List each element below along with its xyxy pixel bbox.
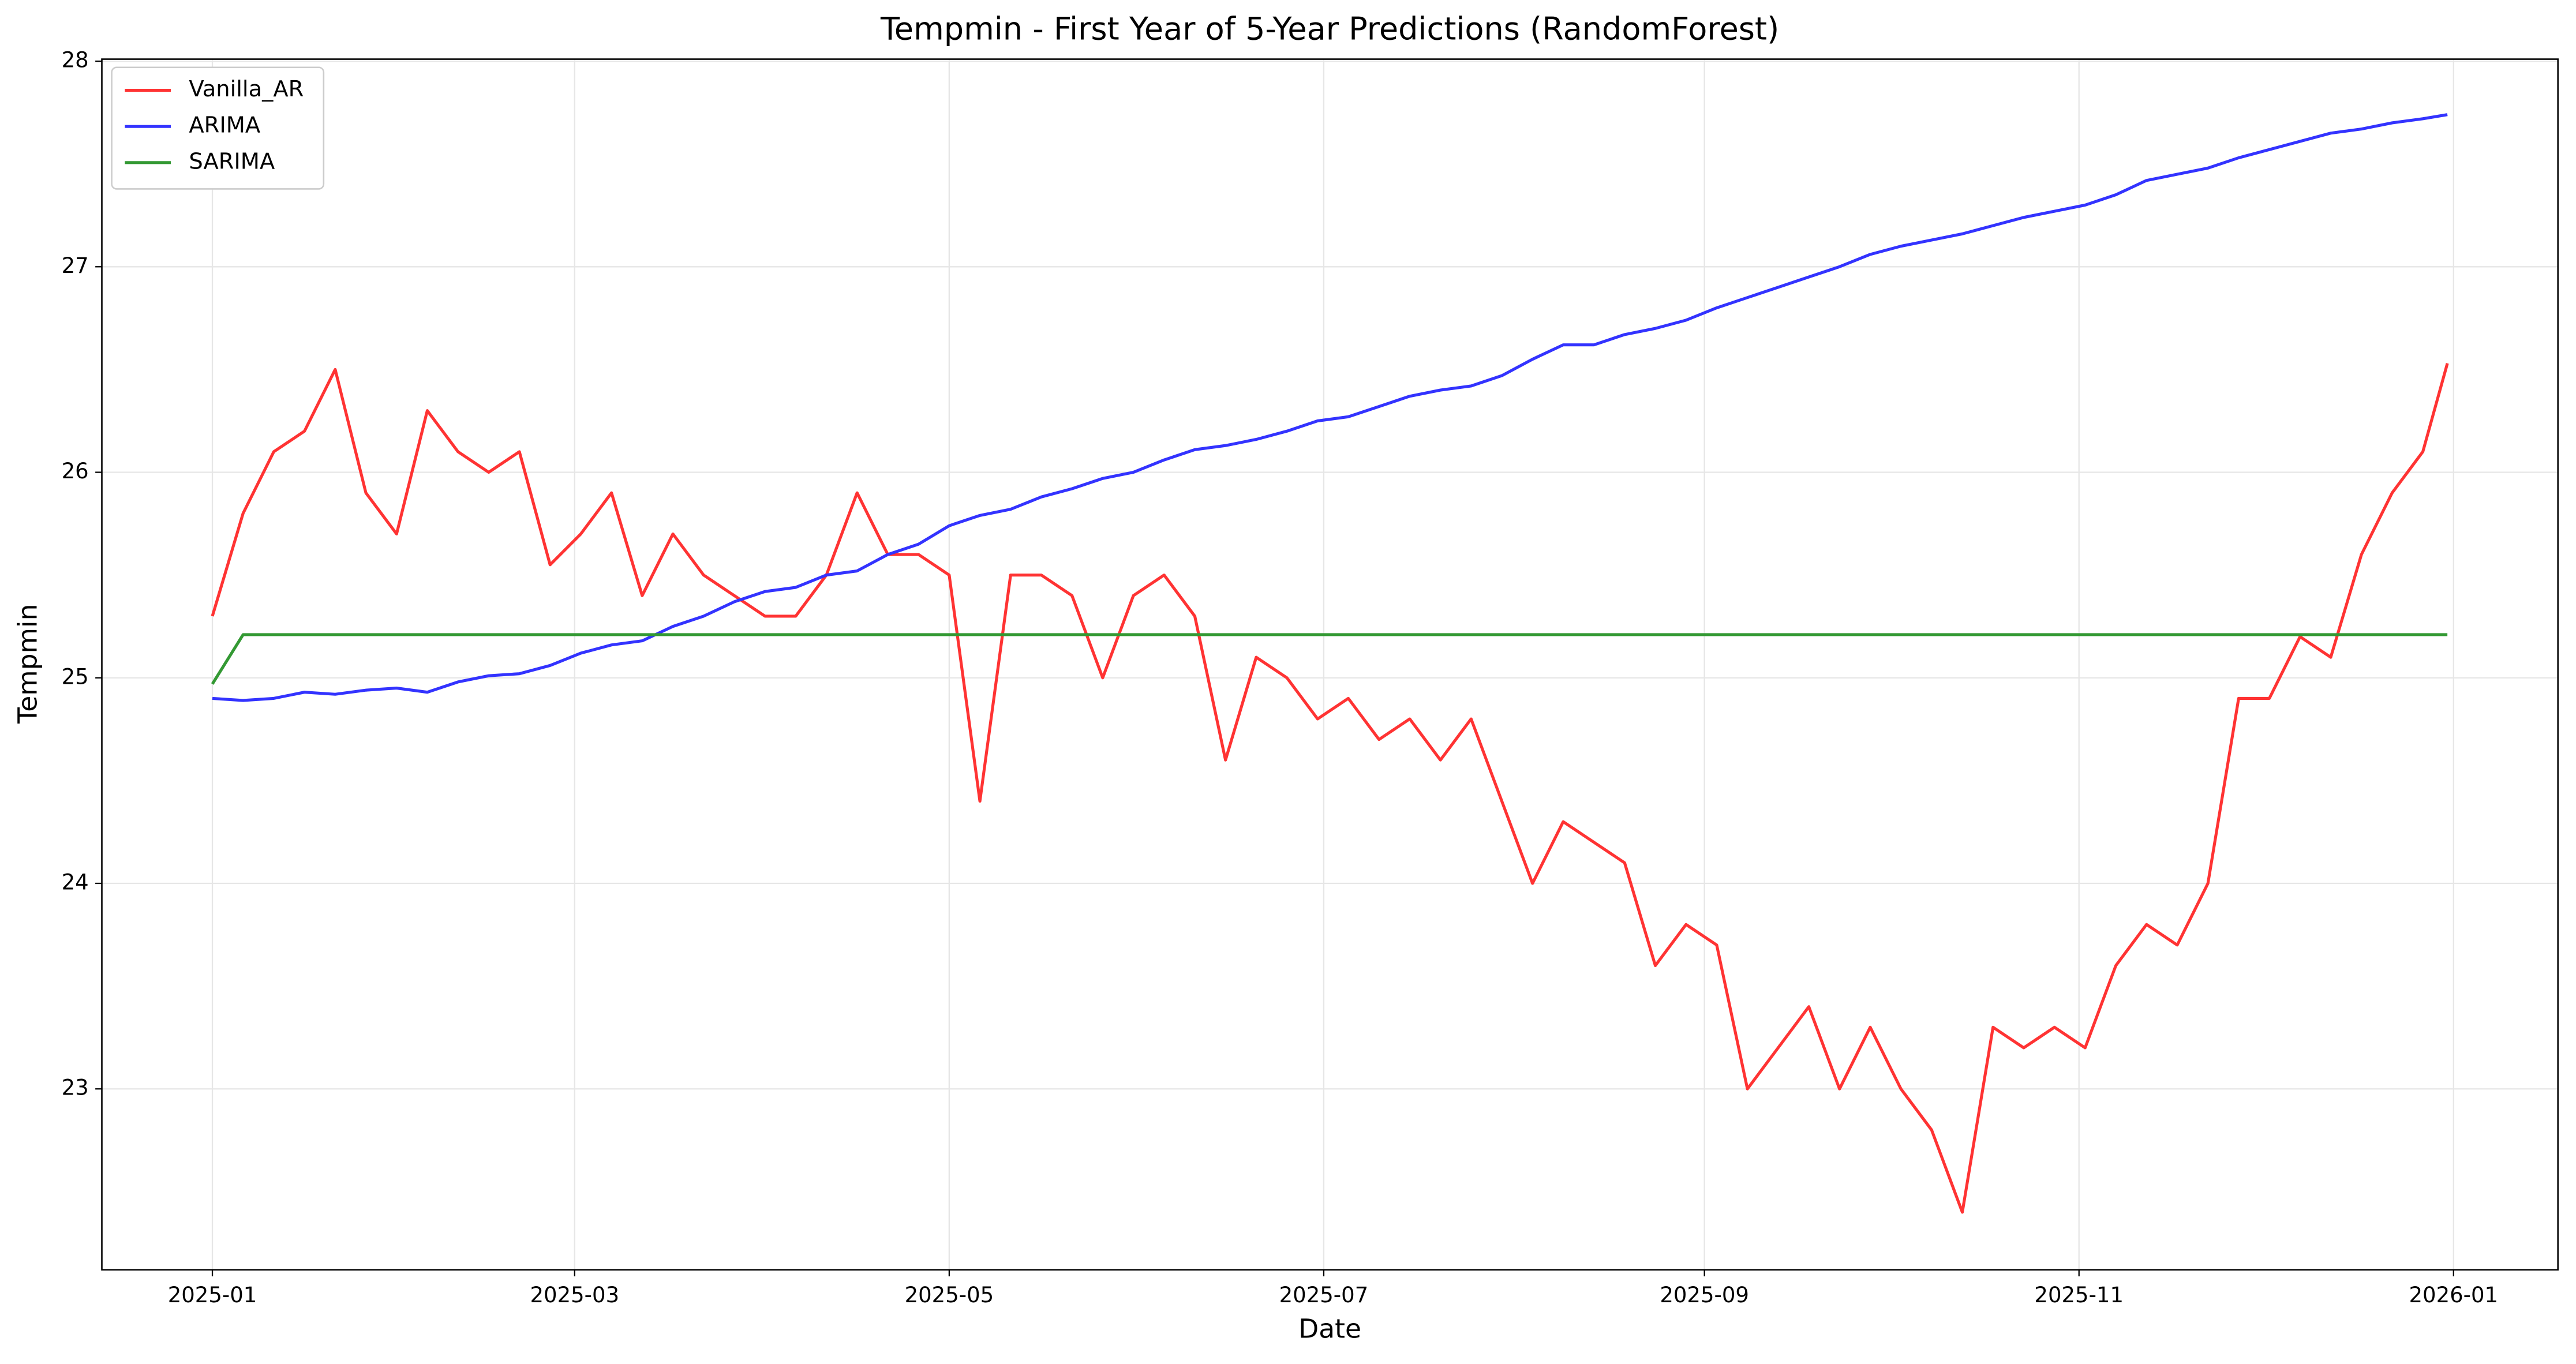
line-series [212,113,2448,702]
plot-frame [101,58,2559,1271]
line-series [211,633,2448,685]
y-tick-label: 26 [62,459,89,484]
legend-label: SARIMA [189,148,275,174]
legend-label: Vanilla_AR [189,76,304,102]
y-tick-label: 23 [62,1076,89,1100]
y-tick-label: 24 [62,870,89,894]
x-tick-label: 2026-01 [2409,1283,2498,1307]
x-tick-label: 2025-03 [530,1283,620,1307]
chart-title: Tempmin - First Year of 5-Year Predictio… [880,11,1779,47]
legend-box [111,66,325,190]
x-tick-label: 2025-11 [2034,1283,2124,1307]
y-tick-label: 27 [62,253,89,278]
y-tick-label: 25 [62,664,89,689]
y-axis-label: Tempmin [13,604,43,724]
x-tick-label: 2025-05 [905,1283,994,1307]
legend: Vanilla_AR ARIMA SARIMA [111,66,325,190]
line-series [211,363,2449,1214]
y-tick-label: 28 [62,48,89,73]
x-tick-label: 2025-07 [1279,1283,1369,1307]
legend-label: ARIMA [189,113,260,138]
x-tick-label: 2025-01 [168,1283,257,1307]
x-tick-label: 2025-09 [1660,1283,1749,1307]
x-axis-label: Date [1298,1314,1361,1344]
